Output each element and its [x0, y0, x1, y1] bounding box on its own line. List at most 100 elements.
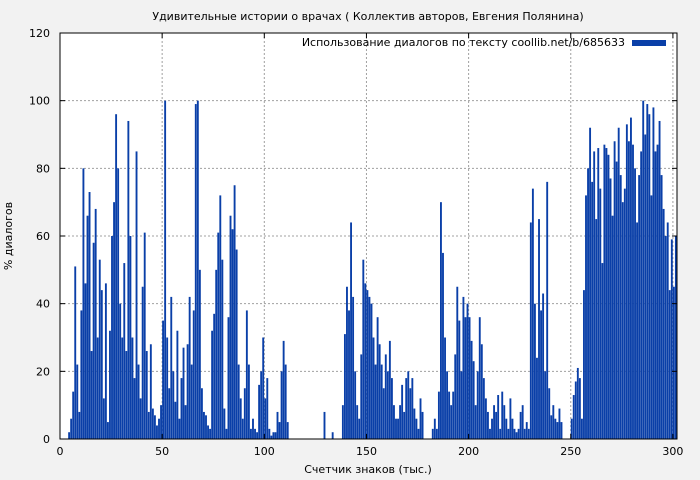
bar: [472, 361, 475, 439]
bar: [145, 351, 148, 439]
bar: [133, 378, 136, 439]
x-tick-label: 200: [458, 445, 479, 458]
bar: [182, 347, 185, 439]
bar: [386, 371, 389, 439]
bar: [346, 286, 348, 439]
bar: [194, 104, 197, 440]
bar: [474, 405, 477, 439]
bar: [164, 100, 167, 440]
bar: [585, 195, 587, 439]
bar: [621, 202, 624, 439]
bar: [180, 378, 183, 439]
bar: [121, 337, 124, 439]
bar: [444, 337, 446, 439]
y-tick-label: 40: [36, 298, 50, 311]
bar: [186, 344, 189, 439]
bar: [196, 100, 199, 440]
bar: [262, 337, 265, 439]
bar: [574, 381, 577, 439]
bar: [476, 371, 479, 439]
bar: [448, 391, 451, 439]
bar: [362, 259, 365, 439]
bar: [243, 388, 246, 439]
bar: [511, 418, 514, 439]
bar: [151, 408, 154, 439]
bar: [192, 310, 195, 439]
bar: [482, 378, 485, 439]
bar: [252, 418, 254, 439]
bar: [623, 188, 626, 439]
bar: [435, 428, 438, 439]
bar: [505, 418, 508, 439]
bar: [94, 208, 97, 439]
bar: [664, 236, 667, 439]
bar: [350, 222, 352, 439]
bar: [78, 411, 81, 439]
bar: [209, 428, 212, 439]
bar: [358, 418, 361, 439]
bar: [274, 432, 277, 439]
bar: [70, 418, 73, 439]
x-tick-label: 150: [356, 445, 377, 458]
bar: [382, 388, 385, 439]
x-tick-label: 50: [155, 445, 169, 458]
bar: [92, 242, 95, 439]
y-axis-ticks: 0 20 40 60 80 100 120: [29, 27, 677, 446]
bar: [115, 114, 118, 439]
bar: [117, 168, 120, 440]
bar: [501, 391, 504, 439]
legend: Использование диалогов по тексту coollib…: [302, 36, 666, 49]
bar: [143, 232, 146, 439]
bar: [548, 388, 551, 439]
bar: [437, 391, 440, 439]
bar: [405, 378, 408, 439]
bar: [538, 219, 540, 439]
bar: [270, 435, 273, 439]
bar: [486, 411, 489, 439]
y-tick-label: 20: [36, 365, 50, 378]
x-axis-ticks: 0 50 100 150 200 250 300: [57, 33, 683, 458]
bar: [552, 405, 555, 439]
bar: [646, 104, 649, 440]
bar: [401, 384, 404, 439]
bar: [176, 330, 179, 439]
bar: [384, 354, 387, 439]
bar: [403, 411, 406, 439]
bar: [127, 120, 130, 439]
bar: [636, 222, 639, 439]
bar: [409, 388, 412, 439]
bar: [544, 371, 547, 439]
bar: [493, 405, 496, 439]
bar: [264, 398, 267, 439]
bar: [343, 334, 346, 439]
bar: [380, 364, 383, 439]
bar: [642, 100, 645, 440]
x-tick-label: 250: [560, 445, 581, 458]
bar: [356, 405, 359, 439]
bar: [595, 219, 598, 439]
bar: [86, 215, 89, 439]
bar: [446, 371, 449, 439]
bar: [393, 405, 395, 439]
bar: [572, 395, 575, 439]
bar: [90, 351, 93, 439]
bar: [254, 428, 256, 439]
bar: [576, 367, 579, 439]
bar: [521, 405, 524, 439]
bar: [533, 303, 536, 439]
bar: [229, 215, 232, 439]
bar: [397, 418, 399, 439]
bar: [129, 236, 132, 439]
bar: [466, 303, 469, 439]
bar: [529, 222, 532, 439]
bar: [158, 418, 160, 439]
bar: [452, 391, 455, 439]
bar: [462, 296, 465, 439]
bar: [235, 249, 238, 439]
bar: [662, 208, 665, 439]
bar: [168, 388, 171, 439]
bar: [272, 432, 275, 439]
bar: [460, 371, 463, 439]
bar: [523, 428, 526, 439]
